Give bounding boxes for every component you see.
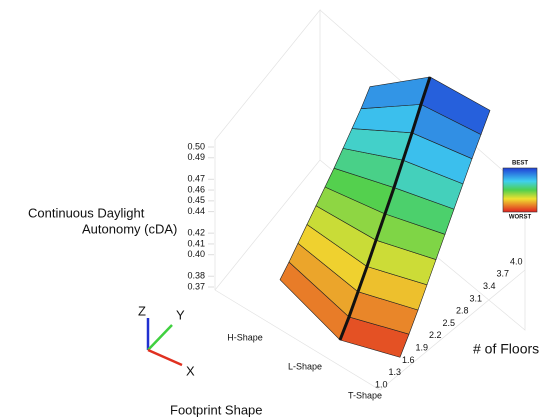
y-tick-label: 1.0	[375, 379, 388, 389]
z-tick-label: 0.40	[187, 249, 205, 259]
x-axis-title: Footprint Shape	[170, 402, 263, 417]
z-axis-title: Continuous Daylight	[28, 205, 145, 220]
z-tick-label: 0.50	[187, 141, 205, 151]
x-tick-label: H-Shape	[227, 332, 263, 342]
y-tick-label: 2.2	[429, 330, 442, 340]
y-tick-label: 3.1	[470, 293, 483, 303]
x-tick-label: T-Shape	[348, 390, 382, 400]
y-tick-label: 3.4	[483, 281, 496, 291]
z-tick-label: 0.47	[187, 174, 205, 184]
z-tick-label: 0.42	[187, 228, 205, 238]
y-tick-label: 2.8	[456, 306, 469, 316]
z-tick-label: 0.49	[187, 152, 205, 162]
triad-label: X	[186, 363, 195, 378]
z-axis-title: Autonomy (cDA)	[82, 221, 177, 236]
colorbar-best: BEST	[512, 161, 528, 167]
y-tick-label: 3.7	[497, 269, 510, 279]
triad-label: Y	[176, 307, 185, 322]
ridge-line	[338, 76, 432, 341]
z-tick-label: 0.37	[187, 281, 205, 291]
y-tick-label: 2.5	[443, 318, 456, 328]
y-axis-title: # of Floors	[473, 341, 539, 357]
colorbar	[502, 167, 538, 213]
y-tick-label: 1.9	[416, 342, 429, 352]
x-tick-label: L-Shape	[288, 361, 322, 371]
z-tick-label: 0.45	[187, 195, 205, 205]
triad-label: Z	[138, 303, 146, 318]
z-tick-label: 0.46	[187, 184, 205, 194]
z-tick-label: 0.38	[187, 271, 205, 281]
z-tick-label: 0.44	[187, 206, 205, 216]
colorbar-worst: WORST	[509, 215, 532, 221]
z-tick-label: 0.41	[187, 238, 205, 248]
triad	[146, 318, 183, 367]
y-tick-label: 4.0	[510, 256, 523, 266]
y-tick-label: 1.6	[402, 355, 415, 365]
y-tick-label: 1.3	[389, 367, 402, 377]
